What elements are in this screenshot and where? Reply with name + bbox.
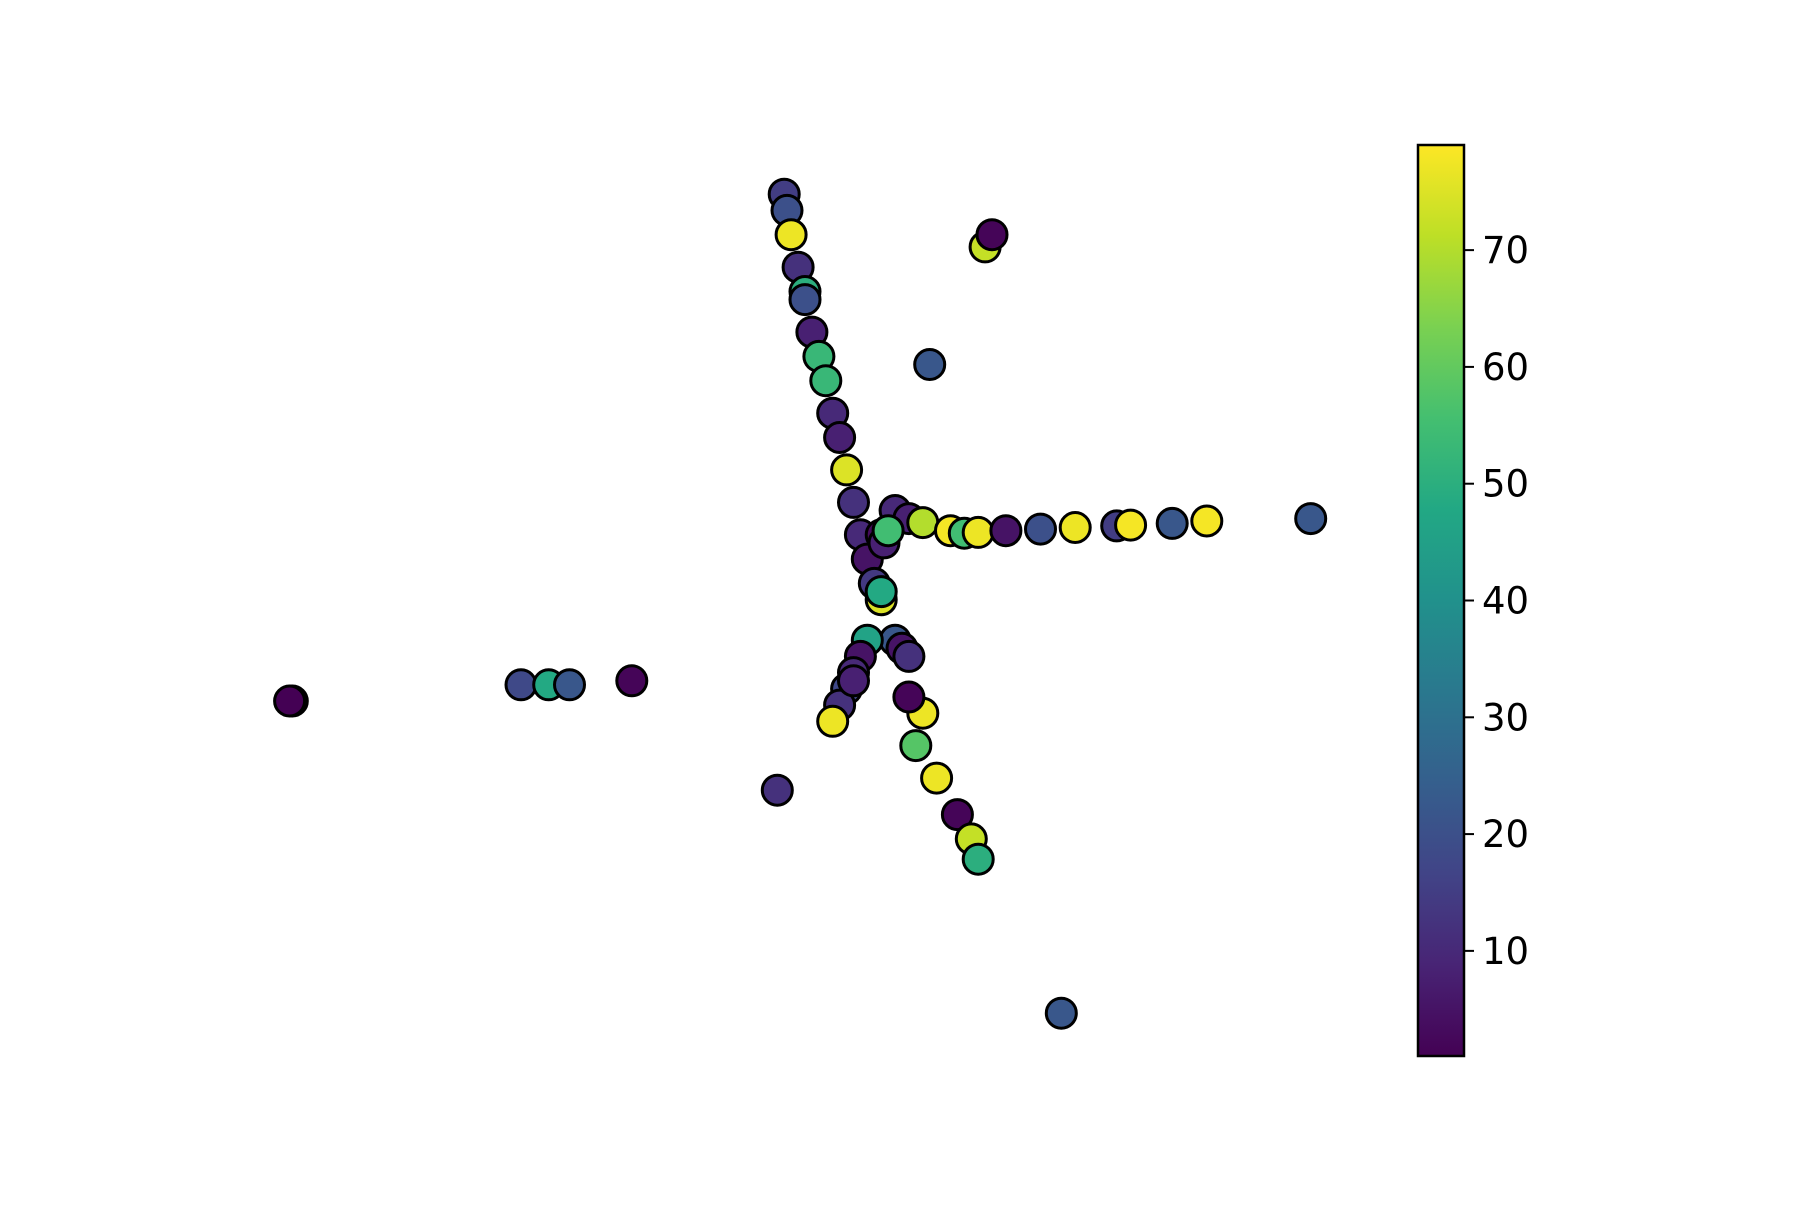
- colorbar-tick-label: 60: [1482, 346, 1529, 389]
- scatter-point: [871, 514, 905, 548]
- scatter-point: [774, 218, 808, 252]
- scatter-point: [1155, 506, 1189, 540]
- scatter-point: [975, 218, 1009, 252]
- scatter-point: [760, 773, 794, 807]
- scatter-point: [913, 348, 947, 381]
- scatter-point: [830, 453, 864, 487]
- scatter-point: [816, 704, 850, 738]
- scatter-point: [961, 842, 995, 876]
- scatter-point: [823, 421, 857, 454]
- scatter-point: [899, 729, 933, 763]
- scatter-point: [1044, 996, 1078, 1030]
- scatter-point: [1114, 508, 1148, 542]
- scatter-point: [273, 684, 307, 718]
- scatter-point: [1190, 504, 1224, 538]
- points-layer: [273, 177, 1328, 1030]
- scatter-point: [920, 761, 954, 795]
- scatter-point: [864, 575, 898, 609]
- colorbar-tick-label: 50: [1482, 463, 1529, 506]
- scatter-point: [961, 515, 995, 549]
- scatter-point: [837, 664, 870, 698]
- colorbar-tick-label: 10: [1482, 930, 1529, 973]
- colorbar-tick-label: 40: [1482, 580, 1529, 623]
- colorbar-tick-label: 20: [1482, 813, 1529, 856]
- scatter-point: [1024, 512, 1057, 546]
- scatter-point: [809, 364, 843, 398]
- scatter-point: [1058, 511, 1092, 544]
- scatter-point: [553, 668, 586, 702]
- scatter-point: [837, 485, 870, 519]
- colorbar-tick-label: 30: [1482, 696, 1529, 739]
- scatter-point: [989, 514, 1023, 548]
- scatter-point: [615, 664, 649, 698]
- scatter-point: [504, 668, 538, 702]
- scatter-point: [788, 283, 822, 317]
- scatter-point: [906, 506, 940, 540]
- scatter-point: [892, 639, 926, 673]
- scatter-point: [940, 798, 974, 832]
- colorbar-gradient: [1416, 143, 1466, 1058]
- scatter-point: [1294, 502, 1328, 536]
- colorbar: 10 20 30 40 50 60 70: [1416, 143, 1529, 1058]
- scatter-point: [892, 680, 926, 714]
- colorbar-tick-label: 70: [1482, 229, 1529, 272]
